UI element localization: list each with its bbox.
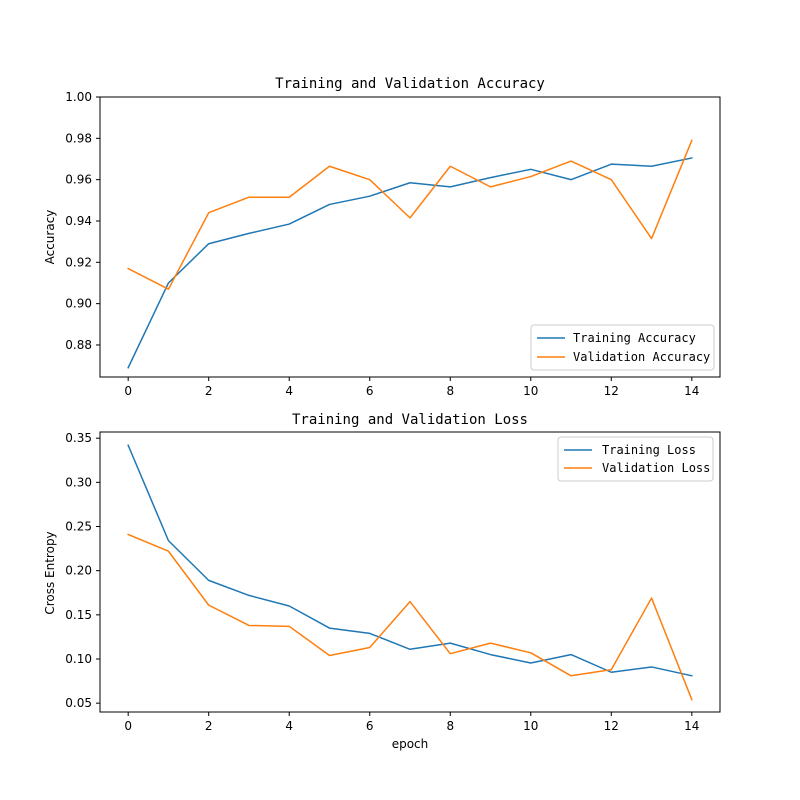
accuracy-chart-title: Training and Validation Accuracy [275, 76, 545, 92]
loss-y-tick-label: 0.15 [65, 608, 92, 622]
accuracy-y-tick-label: 0.90 [65, 297, 92, 311]
accuracy-x-tick-label: 10 [523, 384, 538, 398]
accuracy-x-tick-label: 8 [446, 384, 454, 398]
accuracy-y-tick-label: 0.98 [65, 131, 92, 145]
accuracy-y-tick-label: 0.94 [65, 214, 92, 228]
accuracy-x-tick-label: 14 [684, 384, 699, 398]
loss-y-tick-label: 0.20 [65, 564, 92, 578]
accuracy-x-tick-label: 6 [366, 384, 374, 398]
accuracy-y-axis-label: Accuracy [43, 210, 57, 265]
accuracy-marks [127, 139, 693, 369]
loss-x-tick-label: 10 [523, 719, 538, 733]
loss-y-tick-label: 0.05 [65, 696, 92, 710]
accuracy-panel: Training and Validation Accuracy Accurac… [43, 76, 721, 398]
accuracy-legend-box [530, 324, 715, 371]
loss-x-tick-label: 2 [205, 719, 213, 733]
loss-y-tick-label: 0.25 [65, 520, 92, 534]
accuracy-axes-frame [99, 96, 721, 378]
accuracy-ticks: 0 2 4 6 8 10 12 14 0.88 0.90 0.92 0.94 0.96 0.98 1.00 [65, 90, 699, 398]
accuracy-legend-label-validation: Validation Accuracy [573, 350, 710, 364]
loss-y-tick-label: 0.35 [65, 431, 92, 445]
loss-ticks: 0 2 4 6 8 10 12 14 0.05 0.10 0.15 0.20 0.25 0.30 0.35 [65, 431, 699, 733]
accuracy-series-line-validation [127, 139, 693, 290]
accuracy-y-tick-label: 0.92 [65, 255, 92, 269]
loss-legend-label-validation: Validation Loss [602, 461, 710, 475]
loss-legend: Training Loss Validation Loss [557, 436, 714, 482]
accuracy-legend: Training Accuracy Validation Accuracy [530, 324, 715, 371]
loss-y-tick-label: 0.10 [65, 652, 92, 666]
loss-legend-box [557, 436, 714, 482]
loss-series-line-validation [127, 533, 693, 701]
accuracy-y-tick-label: 0.88 [65, 338, 92, 352]
loss-panel: Training and Validation Loss Cross Entro… [43, 412, 721, 751]
loss-x-tick-label: 12 [604, 719, 619, 733]
accuracy-y-tick-label: 0.96 [65, 173, 92, 187]
loss-x-tick-label: 4 [285, 719, 293, 733]
accuracy-legend-label-training: Training Accuracy [573, 331, 696, 345]
loss-y-axis-label: Cross Entropy [43, 531, 57, 614]
accuracy-x-tick-label: 2 [205, 384, 213, 398]
loss-chart-title: Training and Validation Loss [292, 412, 528, 428]
loss-x-axis-label: epoch [392, 737, 429, 751]
loss-series-line-training [127, 444, 693, 677]
loss-marks [127, 444, 693, 701]
loss-y-tick-label: 0.30 [65, 475, 92, 489]
loss-x-tick-label: 6 [366, 719, 374, 733]
loss-x-tick-label: 8 [446, 719, 454, 733]
loss-legend-label-training: Training Loss [602, 443, 696, 457]
loss-x-tick-label: 0 [124, 719, 132, 733]
accuracy-series-line-training [127, 157, 693, 369]
accuracy-y-tick-label: 1.00 [65, 90, 92, 104]
accuracy-x-tick-label: 4 [285, 384, 293, 398]
loss-axes-frame [99, 431, 721, 713]
accuracy-x-tick-label: 12 [604, 384, 619, 398]
accuracy-x-tick-label: 0 [124, 384, 132, 398]
loss-x-tick-label: 14 [684, 719, 699, 733]
